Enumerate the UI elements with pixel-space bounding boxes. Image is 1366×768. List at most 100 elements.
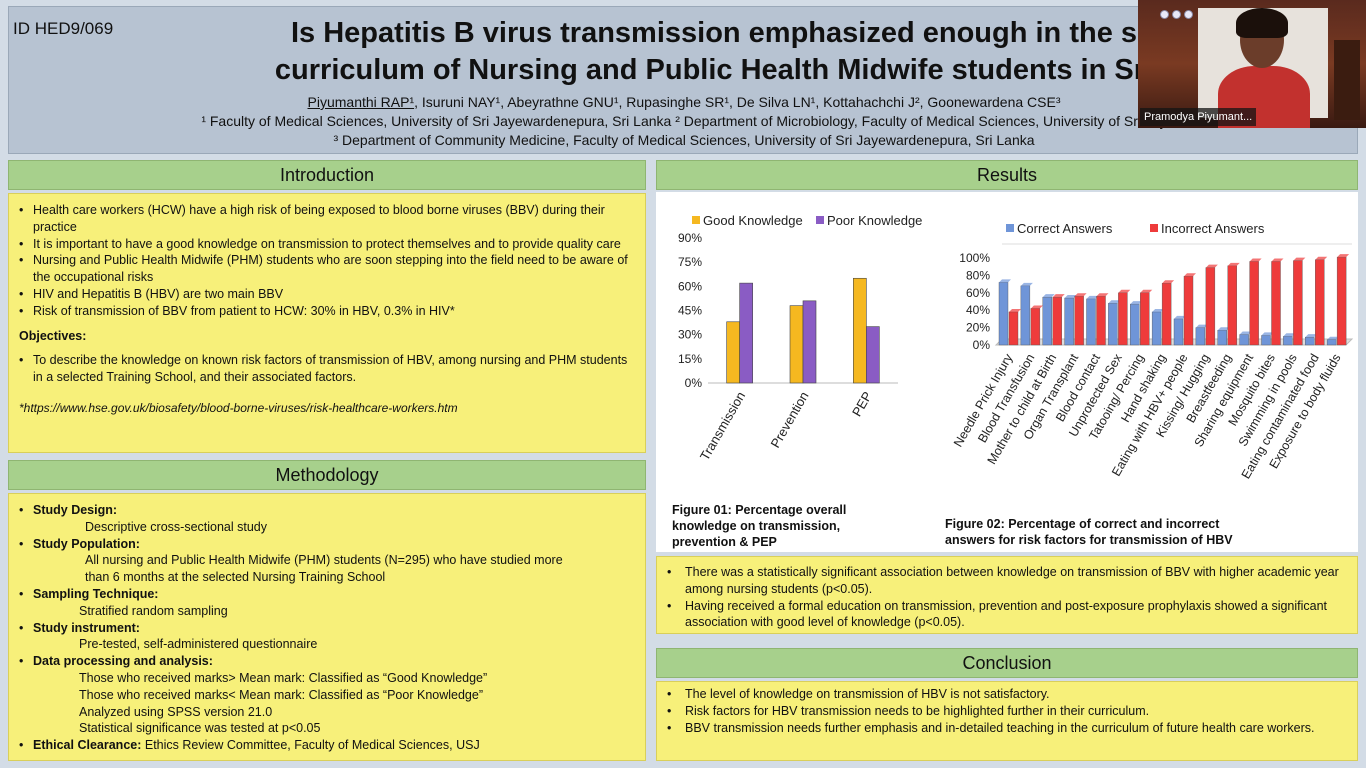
figure-01-caption-line: knowledge on transmission, — [672, 519, 841, 533]
bar-top — [1162, 280, 1175, 284]
bar-top — [1315, 256, 1328, 260]
bar — [1130, 303, 1140, 346]
population-label: Study Population: — [33, 536, 140, 551]
bar-top — [1009, 308, 1021, 312]
y-tick-label: 45% — [678, 304, 702, 318]
bar-top — [1174, 315, 1186, 319]
bar — [998, 282, 1009, 346]
bar — [1336, 256, 1347, 346]
bar-top — [1293, 257, 1306, 261]
list-item: Nursing and Public Health Midwife (PHM) … — [9, 252, 645, 286]
bar — [1205, 267, 1216, 346]
legend-entry: Incorrect Answers — [1161, 221, 1265, 236]
bar-top — [1020, 282, 1033, 286]
list-item: It is important to have a good knowledge… — [9, 236, 645, 253]
design-label: Study Design: — [33, 503, 118, 517]
x-tick-label: Transmission — [697, 389, 748, 463]
bar-top — [1042, 294, 1055, 298]
bar — [1042, 296, 1052, 346]
list-item: Risk of transmission of BBV from patient… — [9, 303, 645, 320]
population-value-1: All nursing and Public Health Midwife (P… — [85, 553, 563, 568]
bar — [853, 277, 867, 384]
bar — [802, 300, 817, 384]
legend-swatch — [1150, 224, 1158, 232]
bar — [1074, 296, 1084, 346]
bar-top — [1283, 333, 1296, 337]
affiliation-1: ¹ Faculty of Medical Sciences, Universit… — [201, 113, 1167, 129]
author-block: Piyumanthi RAP¹, Isuruni NAY¹, Abeyrathn… — [9, 93, 1359, 150]
bar — [1140, 292, 1150, 346]
bar — [1030, 308, 1041, 346]
legend-entry: Good Knowledge — [703, 213, 803, 228]
bar-top — [1337, 254, 1350, 258]
bar-top — [1052, 294, 1065, 298]
bar-top — [1118, 289, 1131, 293]
bar-top — [1108, 300, 1121, 304]
y-tick-label: 100% — [959, 251, 990, 265]
y-tick-label: 80% — [966, 268, 990, 282]
bar — [1008, 311, 1019, 346]
bar-top — [1305, 334, 1318, 338]
x-tick-label: PEP — [849, 389, 875, 419]
pin-icon[interactable] — [1172, 10, 1181, 19]
bar-top — [1271, 258, 1284, 262]
list-item: There was a statistically significant as… — [657, 564, 1357, 598]
sampling-label: Sampling Technique: — [33, 586, 159, 601]
bar-top — [1327, 336, 1340, 340]
legend-swatch — [1006, 224, 1014, 232]
bar-top — [999, 279, 1011, 283]
list-item: Risk factors for HBV transmission needs … — [657, 703, 1357, 720]
list-item: Study Population: — [9, 536, 645, 553]
bar-top — [1086, 295, 1099, 299]
poster-id: ID HED9/069 — [13, 19, 114, 38]
other-authors: , Isuruni NAY¹, Abeyrathne GNU¹, Rupasin… — [414, 94, 1061, 110]
bar-top — [1205, 264, 1218, 268]
bar-top — [1227, 262, 1240, 266]
bar — [1161, 283, 1172, 346]
video-controls — [1160, 10, 1193, 19]
y-tick-label: 40% — [966, 303, 990, 317]
methodology-body: Study Design: Descriptive cross-sectiona… — [8, 493, 646, 761]
list-item: The level of knowledge on transmission o… — [657, 686, 1357, 703]
instrument-label: Study instrument: — [33, 620, 140, 635]
poster-header: ID HED9/069 Is Hepatitis B virus transmi… — [8, 6, 1358, 154]
bar-top — [1261, 332, 1274, 336]
bar — [1108, 303, 1118, 346]
methodology-heading: Methodology — [8, 460, 646, 490]
bar-top — [1096, 293, 1109, 297]
analysis-value-1: Those who received marks> Mean mark: Cla… — [79, 670, 488, 685]
bar-top — [1140, 289, 1153, 293]
figure-02-caption-line: answers for risk factors for transmissio… — [945, 533, 1233, 547]
participant-video[interactable]: Pramodya Piyumant... — [1138, 0, 1366, 128]
mute-icon[interactable] — [1160, 10, 1169, 19]
sampling-value: Stratified random sampling — [79, 603, 228, 618]
introduction-body: Health care workers (HCW) have a high ri… — [8, 193, 646, 453]
author-list: Piyumanthi RAP¹, Isuruni NAY¹, Abeyrathn… — [9, 93, 1359, 112]
legend-swatch — [692, 216, 700, 224]
bar — [1326, 339, 1337, 346]
bar — [1052, 296, 1062, 346]
first-author: Piyumanthi RAP¹ — [307, 94, 415, 110]
more-icon[interactable] — [1184, 10, 1193, 19]
bar — [1283, 336, 1293, 346]
introduction-list: Health care workers (HCW) have a high ri… — [9, 202, 645, 320]
results-findings: There was a statistically significant as… — [656, 556, 1358, 634]
legend-swatch — [816, 216, 824, 224]
list-item: HIV and Hepatitis B (HBV) are two main B… — [9, 286, 645, 303]
list-item: Study Design: — [9, 502, 645, 519]
figure-01-chart: Good Knowledge Poor Knowledge 0% 15% 30% 45% 6… — [678, 213, 922, 463]
list-item: To describe the knowledge on known risk … — [9, 352, 645, 386]
bar-top — [1030, 305, 1043, 309]
participant-name: Pramodya Piyumant... — [1140, 108, 1257, 126]
x-tick-label: Prevention — [768, 389, 812, 450]
bar — [1315, 259, 1325, 346]
bar — [1020, 285, 1031, 346]
introduction-heading: Introduction — [8, 160, 646, 190]
footnote: *https://www.hse.gov.uk/biosafety/blood-… — [19, 400, 458, 415]
bar — [1227, 265, 1237, 346]
figure-02-caption: Figure 02: Percentage of correct and inc… — [945, 516, 1233, 548]
bar — [1064, 297, 1074, 346]
legend-entry: Poor Knowledge — [827, 213, 922, 228]
title-line-2: curriculum of Nursing and Public Health … — [274, 54, 1154, 86]
